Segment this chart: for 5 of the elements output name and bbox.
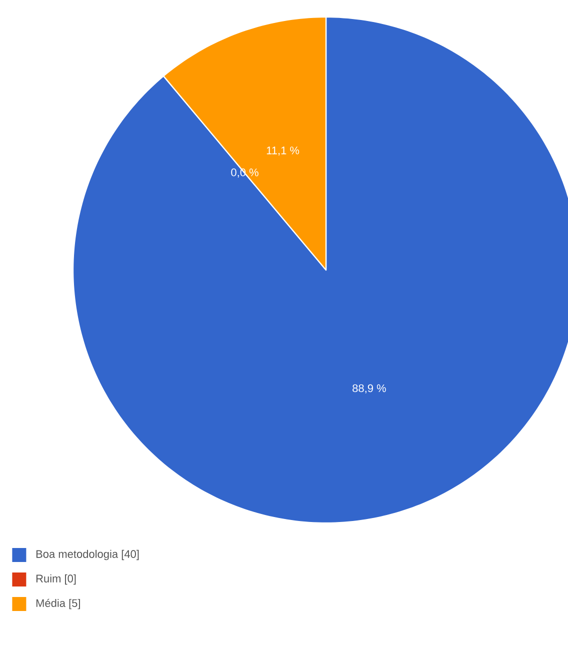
data-label: 11,1 % <box>266 146 300 156</box>
slice-label: Boa metodologia [40] <box>36 550 139 560</box>
legend-label: Média [5] <box>36 598 80 610</box>
data-label: 88,9 % <box>352 384 386 394</box>
legend-label: Ruim [0] <box>36 574 76 585</box>
